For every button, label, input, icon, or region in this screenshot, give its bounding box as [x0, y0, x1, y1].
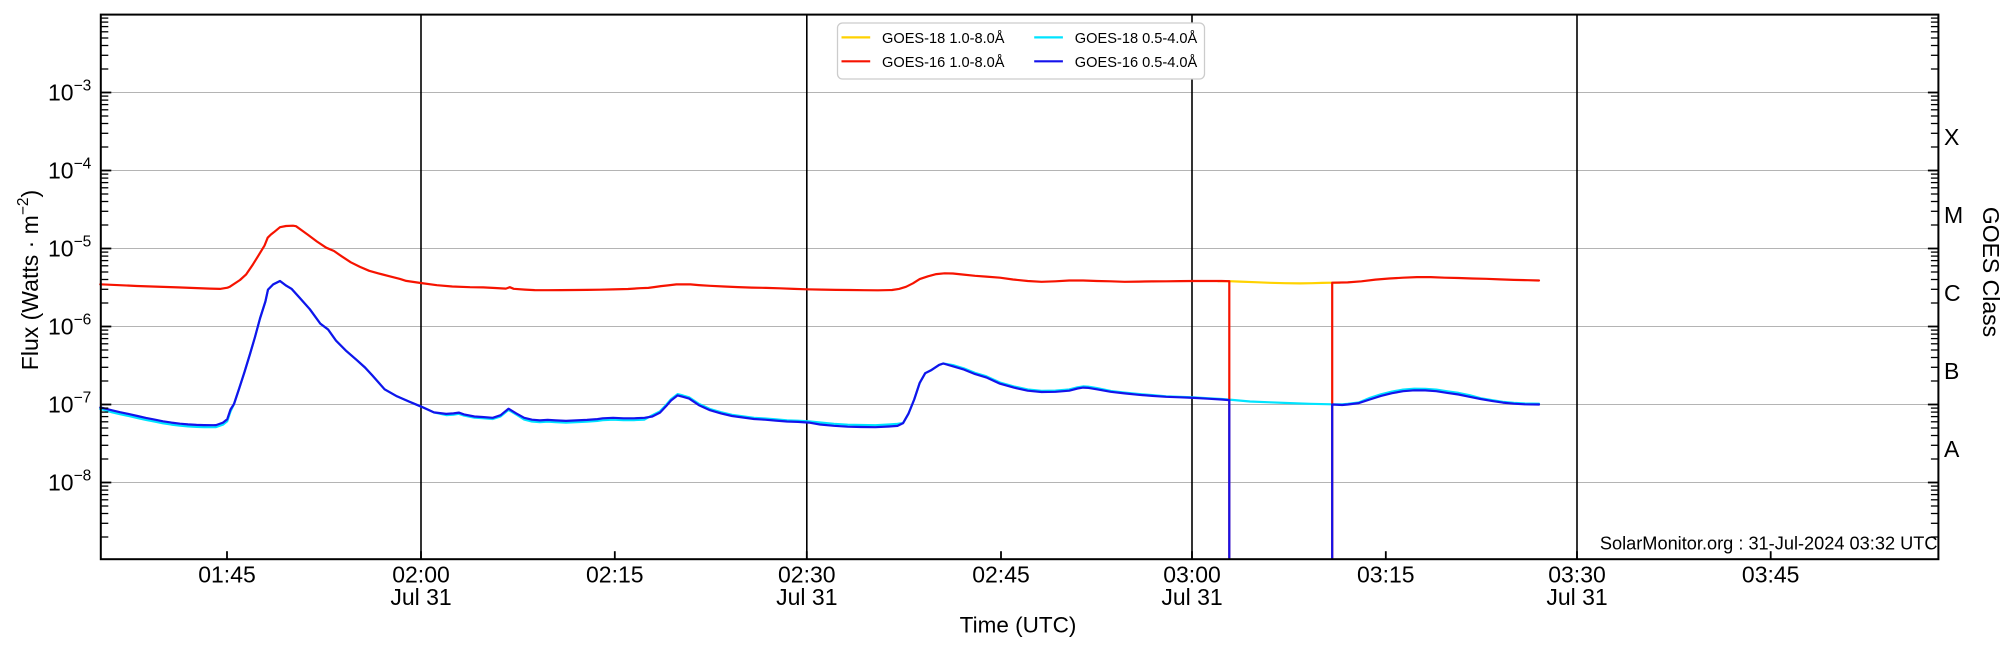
svg-text:X: X	[1944, 124, 1959, 150]
svg-text:Jul 31: Jul 31	[1546, 584, 1607, 610]
svg-text:02:00: 02:00	[392, 562, 450, 588]
svg-text:03:45: 03:45	[1742, 562, 1800, 588]
svg-text:02:30: 02:30	[778, 562, 836, 588]
svg-text:GOES-18 1.0-8.0Å: GOES-18 1.0-8.0Å	[882, 30, 1005, 47]
svg-text:M: M	[1944, 202, 1963, 228]
svg-text:03:15: 03:15	[1357, 562, 1415, 588]
svg-text:GOES-18 0.5-4.0Å: GOES-18 0.5-4.0Å	[1075, 30, 1198, 47]
svg-text:B: B	[1944, 358, 1959, 384]
svg-text:02:45: 02:45	[972, 562, 1030, 588]
svg-text:GOES Class: GOES Class	[1978, 207, 2000, 337]
svg-text:03:30: 03:30	[1548, 562, 1606, 588]
svg-text:02:15: 02:15	[586, 562, 644, 588]
svg-text:Jul 31: Jul 31	[390, 584, 451, 610]
svg-text:Time (UTC): Time (UTC)	[960, 613, 1077, 638]
svg-text:C: C	[1944, 280, 1961, 306]
svg-text:10−5: 10−5	[48, 234, 91, 262]
svg-text:Jul 31: Jul 31	[776, 584, 837, 610]
svg-text:Jul 31: Jul 31	[1161, 584, 1222, 610]
svg-text:A: A	[1944, 436, 1960, 462]
svg-text:SolarMonitor.org : 31-Jul-2024: SolarMonitor.org : 31-Jul-2024 03:32 UTC	[1600, 534, 1938, 554]
svg-text:01:45: 01:45	[198, 562, 256, 588]
svg-text:GOES-16 0.5-4.0Å: GOES-16 0.5-4.0Å	[1075, 54, 1198, 71]
svg-text:GOES-16 1.0-8.0Å: GOES-16 1.0-8.0Å	[882, 54, 1005, 71]
svg-text:03:00: 03:00	[1163, 562, 1221, 588]
svg-text:Flux (Watts · m−2): Flux (Watts · m−2)	[15, 190, 43, 370]
